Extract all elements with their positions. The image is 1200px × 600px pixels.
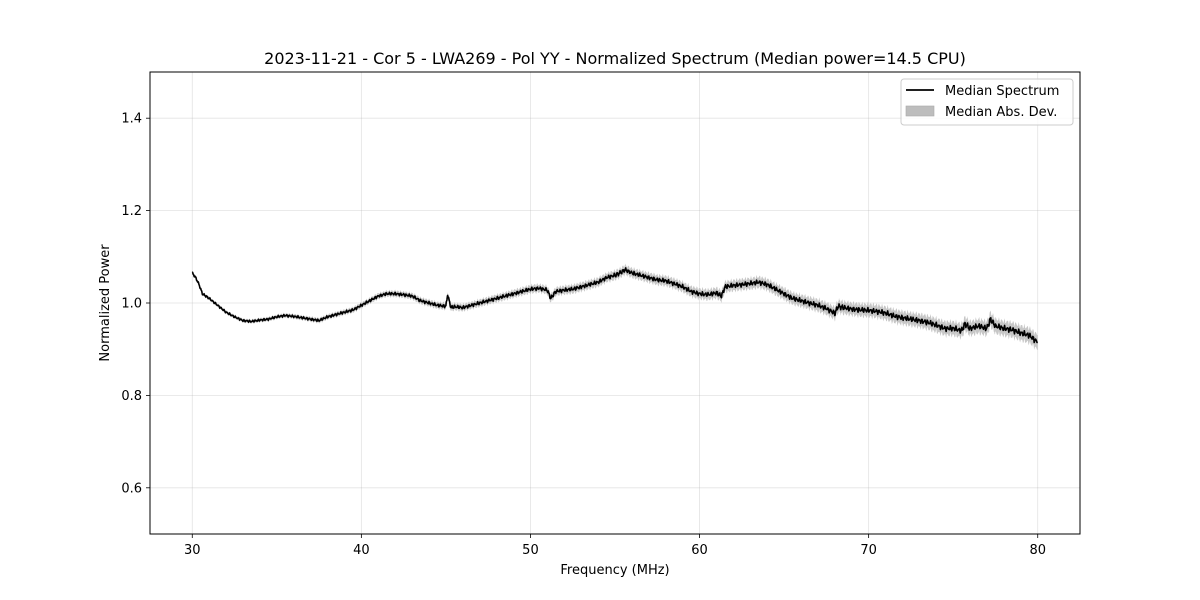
y-tick-label: 0.8 [121,389,142,404]
x-tick-label: 50 [522,543,539,558]
x-tick-label: 80 [1029,543,1046,558]
x-tick-label: 40 [353,543,370,558]
x-tick-label: 60 [691,543,708,558]
x-tick-label: 70 [860,543,877,558]
legend: Median Spectrum Median Abs. Dev. [900,78,1074,126]
median-line-layer [191,267,1038,344]
mad-band-layer [192,263,1038,350]
x-tick-label: 30 [184,543,201,558]
y-tick-label: 1.2 [121,204,142,219]
mad-band [192,263,1038,350]
legend-mad-swatch [905,105,935,117]
y-tick-label: 1.0 [121,297,142,312]
y-axis-label: Normalized Power [98,244,113,362]
y-axis-ticks: 0.6 0.8 1.0 1.2 1.4 [121,112,150,496]
x-axis-ticks: 30 40 50 60 70 80 [184,534,1046,558]
legend-box [900,78,1074,126]
chart-title: 2023-11-21 - Cor 5 - LWA269 - Pol YY - N… [264,49,966,68]
legend-mad-label: Median Abs. Dev. [945,105,1057,120]
median-spectrum-line [191,267,1038,344]
x-axis-label: Frequency (MHz) [560,563,669,578]
legend-median-label: Median Spectrum [945,84,1059,99]
y-tick-label: 0.6 [121,481,142,496]
y-tick-label: 1.4 [121,112,142,127]
